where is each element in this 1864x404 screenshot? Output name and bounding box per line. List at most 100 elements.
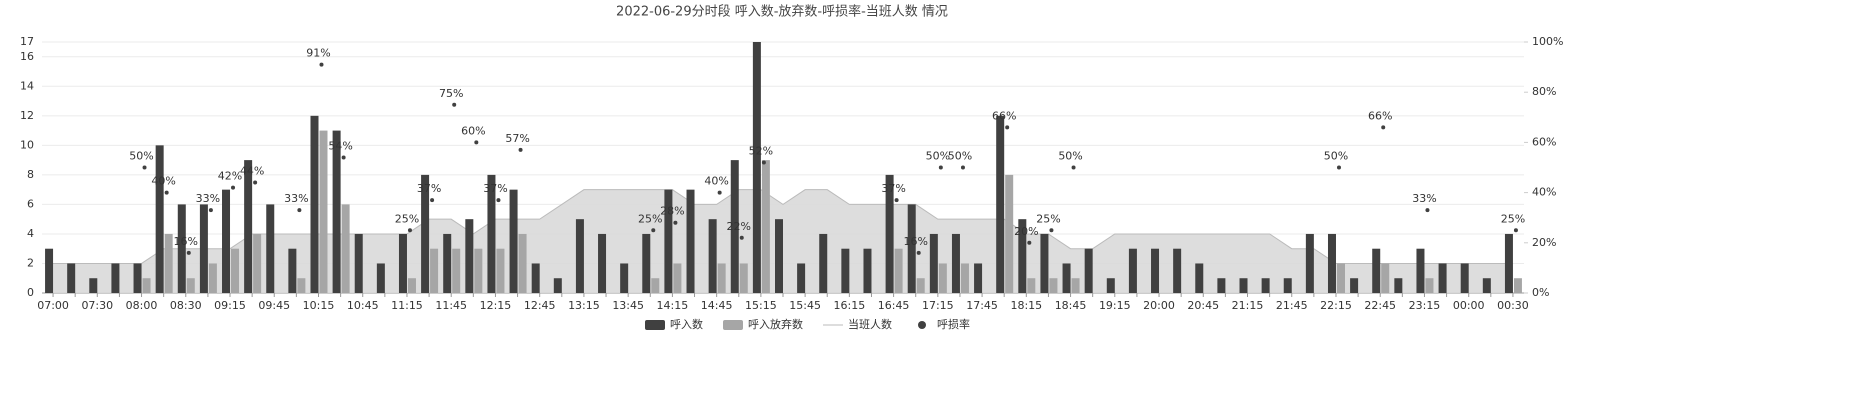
- bar: [319, 130, 328, 293]
- loss-dot: [231, 185, 236, 190]
- x-tick-label: 15:15: [745, 299, 777, 312]
- loss-dot: [894, 198, 899, 203]
- y2-tick-label: 60%: [1532, 135, 1556, 148]
- bar: [1394, 278, 1403, 293]
- y-tick-label: 2: [27, 256, 34, 269]
- bar: [996, 115, 1005, 293]
- bar: [1062, 263, 1071, 293]
- loss-label: 57%: [505, 132, 529, 145]
- bar: [164, 233, 173, 293]
- bar: [398, 233, 407, 293]
- bar: [1513, 278, 1522, 293]
- loss-label: 50%: [1324, 150, 1348, 163]
- loss-dot: [1425, 208, 1430, 213]
- bar: [133, 263, 142, 293]
- bar: [717, 263, 726, 293]
- x-tick-label: 09:45: [258, 299, 290, 312]
- bar: [376, 263, 385, 293]
- loss-label: 37%: [881, 182, 905, 195]
- y-tick-label: 8: [27, 168, 34, 181]
- bar: [739, 263, 748, 293]
- bar: [1283, 278, 1292, 293]
- bar: [354, 233, 363, 293]
- bar: [199, 204, 208, 293]
- loss-dot: [142, 165, 147, 170]
- x-tick-label: 08:00: [126, 299, 158, 312]
- bar: [1438, 263, 1447, 293]
- x-tick-label: 08:30: [170, 299, 202, 312]
- bar: [598, 233, 607, 293]
- chart-title: 2022-06-29分时段 呼入数-放弃数-呼损率-当班人数 情况: [616, 4, 948, 20]
- loss-label: 33%: [1412, 192, 1436, 205]
- x-tick-label: 13:45: [612, 299, 644, 312]
- x-tick-label: 07:30: [81, 299, 113, 312]
- bar: [509, 189, 518, 293]
- bar: [951, 233, 960, 293]
- bar: [1151, 248, 1160, 293]
- bar: [1071, 278, 1080, 293]
- x-tick-label: 10:45: [347, 299, 379, 312]
- bar: [1350, 278, 1359, 293]
- bar: [231, 248, 240, 293]
- bar: [553, 278, 562, 293]
- x-tick-label: 22:45: [1364, 299, 1396, 312]
- loss-dot: [164, 190, 169, 195]
- x-tick-label: 20:45: [1187, 299, 1219, 312]
- x-tick-label: 07:00: [37, 299, 69, 312]
- loss-dot: [1049, 228, 1054, 233]
- bar: [863, 248, 872, 293]
- loss-dot: [1027, 240, 1032, 245]
- y2-tick-label: 0%: [1532, 286, 1549, 299]
- loss-dot: [1381, 125, 1386, 130]
- bar: [253, 233, 262, 293]
- bar: [332, 130, 341, 293]
- bar: [1305, 233, 1314, 293]
- loss-dot: [1336, 165, 1341, 170]
- bar: [1460, 263, 1469, 293]
- loss-dot: [407, 228, 412, 233]
- bar: [974, 263, 983, 293]
- legend-swatch: [645, 320, 665, 330]
- loss-label: 37%: [483, 182, 507, 195]
- x-tick-label: 17:15: [922, 299, 954, 312]
- loss-label: 66%: [992, 109, 1016, 122]
- legend-label: 当班人数: [848, 317, 892, 331]
- bar: [1173, 248, 1182, 293]
- loss-label: 16%: [903, 235, 927, 248]
- bar: [142, 278, 151, 293]
- bar: [155, 145, 164, 293]
- bar: [575, 219, 584, 293]
- loss-label: 33%: [196, 192, 220, 205]
- x-tick-label: 21:45: [1276, 299, 1308, 312]
- loss-dot: [297, 208, 302, 213]
- bar: [1049, 278, 1058, 293]
- bar: [518, 233, 527, 293]
- bar: [664, 189, 673, 293]
- bar: [1336, 263, 1345, 293]
- loss-label: 52%: [749, 144, 773, 157]
- loss-dot: [452, 102, 457, 107]
- loss-label: 16%: [174, 235, 198, 248]
- bar: [310, 115, 319, 293]
- loss-dot: [208, 208, 213, 213]
- loss-dot: [253, 180, 258, 185]
- bar: [1482, 278, 1491, 293]
- bar: [177, 204, 186, 293]
- x-tick-label: 11:45: [435, 299, 467, 312]
- loss-dot: [341, 155, 346, 160]
- bar: [686, 189, 695, 293]
- loss-label: 20%: [1014, 225, 1038, 238]
- loss-label: 22%: [727, 220, 751, 233]
- bar: [244, 160, 253, 293]
- bar: [929, 233, 938, 293]
- bar: [708, 219, 717, 293]
- bar: [421, 174, 430, 293]
- legend-swatch: [918, 321, 926, 329]
- loss-dot: [960, 165, 965, 170]
- bar: [1416, 248, 1425, 293]
- loss-dot: [739, 235, 744, 240]
- x-tick-label: 18:15: [1010, 299, 1042, 312]
- legend-label: 呼入放弃数: [748, 317, 803, 331]
- bar: [1261, 278, 1270, 293]
